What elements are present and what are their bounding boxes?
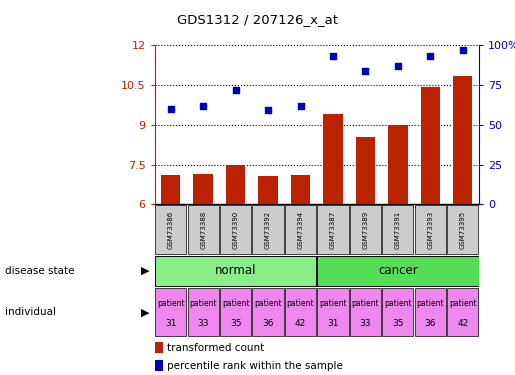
FancyBboxPatch shape: [220, 288, 251, 336]
Point: [166, 106, 175, 112]
Point: [297, 103, 305, 109]
FancyBboxPatch shape: [382, 205, 414, 255]
Text: 31: 31: [327, 319, 339, 328]
Text: ▶: ▶: [141, 307, 149, 317]
Point: [362, 68, 370, 74]
Text: 31: 31: [165, 319, 177, 328]
FancyBboxPatch shape: [350, 205, 381, 255]
Text: GSM73386: GSM73386: [168, 211, 174, 249]
Bar: [259, 177, 278, 204]
Text: GSM73388: GSM73388: [200, 211, 206, 249]
Text: 36: 36: [424, 319, 436, 328]
Text: 42: 42: [295, 319, 306, 328]
FancyBboxPatch shape: [155, 256, 316, 286]
Bar: [356, 136, 375, 204]
Bar: [154, 342, 163, 353]
Text: GSM73393: GSM73393: [427, 211, 433, 249]
Point: [264, 107, 272, 113]
FancyBboxPatch shape: [447, 288, 478, 336]
FancyBboxPatch shape: [220, 205, 251, 255]
Text: individual: individual: [5, 307, 56, 317]
FancyBboxPatch shape: [415, 288, 446, 336]
Text: patient: patient: [319, 298, 347, 307]
FancyBboxPatch shape: [187, 288, 219, 336]
Text: GSM73392: GSM73392: [265, 211, 271, 249]
Text: percentile rank within the sample: percentile rank within the sample: [167, 361, 344, 371]
FancyBboxPatch shape: [187, 205, 219, 255]
FancyBboxPatch shape: [285, 288, 316, 336]
FancyBboxPatch shape: [382, 288, 414, 336]
Text: normal: normal: [215, 264, 256, 278]
Bar: [194, 174, 213, 204]
Text: GSM73387: GSM73387: [330, 211, 336, 249]
Bar: [453, 75, 472, 204]
Bar: [154, 360, 163, 371]
Bar: [226, 165, 245, 204]
Text: patient: patient: [254, 298, 282, 307]
FancyBboxPatch shape: [317, 288, 349, 336]
Text: disease state: disease state: [5, 266, 75, 276]
Text: patient: patient: [222, 298, 249, 307]
FancyBboxPatch shape: [285, 205, 316, 255]
Text: patient: patient: [157, 298, 184, 307]
Text: 35: 35: [392, 319, 404, 328]
Text: GDS1312 / 207126_x_at: GDS1312 / 207126_x_at: [177, 13, 338, 26]
Text: GSM73395: GSM73395: [460, 211, 466, 249]
FancyBboxPatch shape: [447, 205, 478, 255]
Text: cancer: cancer: [378, 264, 418, 278]
Text: patient: patient: [190, 298, 217, 307]
FancyBboxPatch shape: [415, 205, 446, 255]
Text: patient: patient: [384, 298, 411, 307]
Bar: [161, 175, 180, 204]
FancyBboxPatch shape: [317, 256, 478, 286]
Text: GSM73390: GSM73390: [233, 211, 238, 249]
Bar: [388, 125, 407, 204]
Text: patient: patient: [449, 298, 476, 307]
Text: GSM73394: GSM73394: [298, 211, 303, 249]
Text: 33: 33: [197, 319, 209, 328]
Point: [459, 47, 467, 53]
Text: 36: 36: [262, 319, 274, 328]
Point: [199, 103, 207, 109]
Point: [426, 53, 435, 59]
Text: patient: patient: [287, 298, 314, 307]
Text: 42: 42: [457, 319, 468, 328]
Bar: [323, 114, 342, 204]
Bar: [291, 175, 310, 204]
Point: [394, 63, 402, 69]
FancyBboxPatch shape: [317, 205, 349, 255]
FancyBboxPatch shape: [155, 288, 186, 336]
FancyBboxPatch shape: [252, 288, 284, 336]
FancyBboxPatch shape: [350, 288, 381, 336]
Text: GSM73389: GSM73389: [363, 211, 368, 249]
FancyBboxPatch shape: [155, 205, 186, 255]
Text: ▶: ▶: [141, 266, 149, 276]
FancyBboxPatch shape: [252, 205, 284, 255]
Bar: [421, 87, 440, 204]
Text: patient: patient: [352, 298, 379, 307]
Text: transformed count: transformed count: [167, 343, 265, 353]
Text: 35: 35: [230, 319, 242, 328]
Point: [329, 53, 337, 59]
Point: [232, 87, 240, 93]
Text: 33: 33: [359, 319, 371, 328]
Text: patient: patient: [417, 298, 444, 307]
Text: GSM73391: GSM73391: [395, 211, 401, 249]
